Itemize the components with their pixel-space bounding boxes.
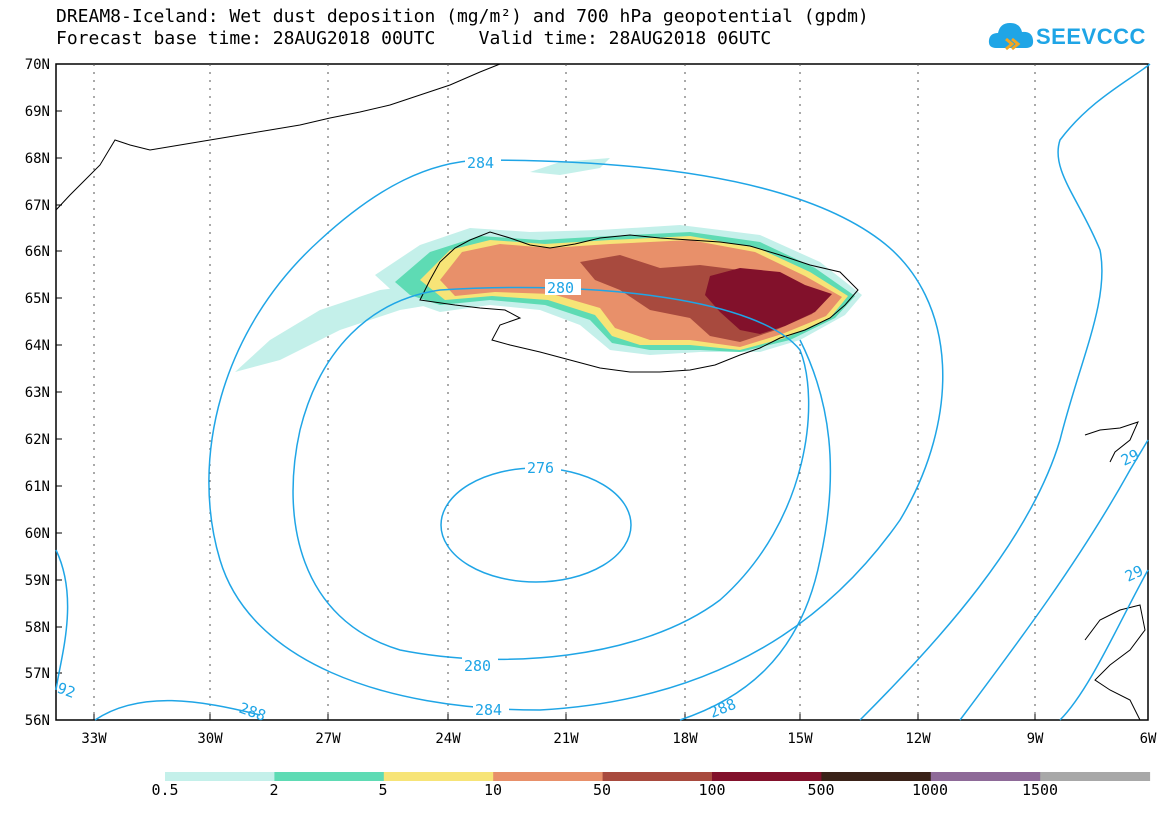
longitude-label: 6W (1140, 731, 1157, 747)
iceland-coastline (419, 231, 859, 373)
scotland-coastline (1084, 604, 1146, 721)
legend-threshold: 1500 (1021, 781, 1059, 799)
contour-label: 92 (55, 679, 78, 702)
legend-threshold: 0.5 (151, 781, 179, 799)
legend-color-segment (493, 772, 604, 781)
latitude-label: 61N (25, 479, 50, 495)
longitude-label: 15W (787, 731, 813, 747)
latitude-label: 57N (25, 666, 50, 682)
latitude-label: 66N (25, 244, 50, 260)
contour-label: 29 (1118, 446, 1142, 470)
contour-label: 284 (467, 154, 494, 172)
latitude-label: 56N (25, 713, 50, 729)
faroe-coastline (1084, 421, 1139, 463)
contour-label: 280 (464, 657, 491, 675)
cloud-icon (988, 23, 1034, 51)
legend-color-segment (602, 772, 713, 781)
legend-color-segment (930, 772, 1041, 781)
legend-threshold: 10 (483, 781, 503, 799)
geopotential-contours (55, 63, 1151, 721)
latitude-label: 65N (25, 291, 50, 307)
legend-color-segment (1040, 772, 1151, 781)
greenland-coastline (55, 63, 501, 211)
legend-threshold: 2 (269, 781, 279, 799)
legend-color-segment (712, 772, 822, 781)
contour-label: 284 (475, 701, 502, 719)
longitude-label: 21W (553, 731, 579, 747)
longitude-label: 24W (435, 731, 461, 747)
latitude-label: 60N (25, 526, 50, 542)
legend-threshold: 500 (807, 781, 835, 799)
color-legend (165, 772, 1151, 781)
longitude-label: 9W (1027, 731, 1044, 747)
contour-label: 276 (527, 459, 554, 477)
latitude-label: 58N (25, 620, 50, 636)
legend-color-segment (274, 772, 385, 781)
legend-threshold: 1000 (911, 781, 949, 799)
graticule (93, 64, 1036, 720)
latitude-label: 59N (25, 573, 50, 589)
longitude-label: 27W (315, 731, 341, 747)
logo-text: SEEVCCC (1036, 24, 1146, 49)
latitude-label: 62N (25, 432, 50, 448)
legend-threshold: 50 (592, 781, 612, 799)
latitude-label: 69N (25, 104, 50, 120)
latitude-label: 67N (25, 198, 50, 214)
latitude-label: 68N (25, 151, 50, 167)
contour-label: 29 (1122, 562, 1146, 586)
legend-threshold: 100 (698, 781, 726, 799)
longitude-label: 12W (905, 731, 931, 747)
latitude-label: 64N (25, 338, 50, 354)
longitude-label: 30W (197, 731, 223, 747)
contour-label: 280 (547, 279, 574, 297)
latitude-label: 70N (25, 57, 50, 73)
legend-color-segment (383, 772, 494, 781)
legend-color-segment (821, 772, 932, 781)
latitude-label: 63N (25, 385, 50, 401)
seevccc-logo: SEEVCCC (988, 18, 1145, 60)
legend-color-segment (165, 772, 275, 781)
forecast-time-line: Forecast base time: 28AUG2018 00UTC Vali… (56, 28, 772, 49)
legend-threshold: 5 (378, 781, 388, 799)
longitude-label: 33W (81, 731, 107, 747)
map-frame (55, 63, 1149, 721)
map-title: DREAM8-Iceland: Wet dust deposition (mg/… (56, 6, 869, 27)
longitude-label: 18W (672, 731, 698, 747)
